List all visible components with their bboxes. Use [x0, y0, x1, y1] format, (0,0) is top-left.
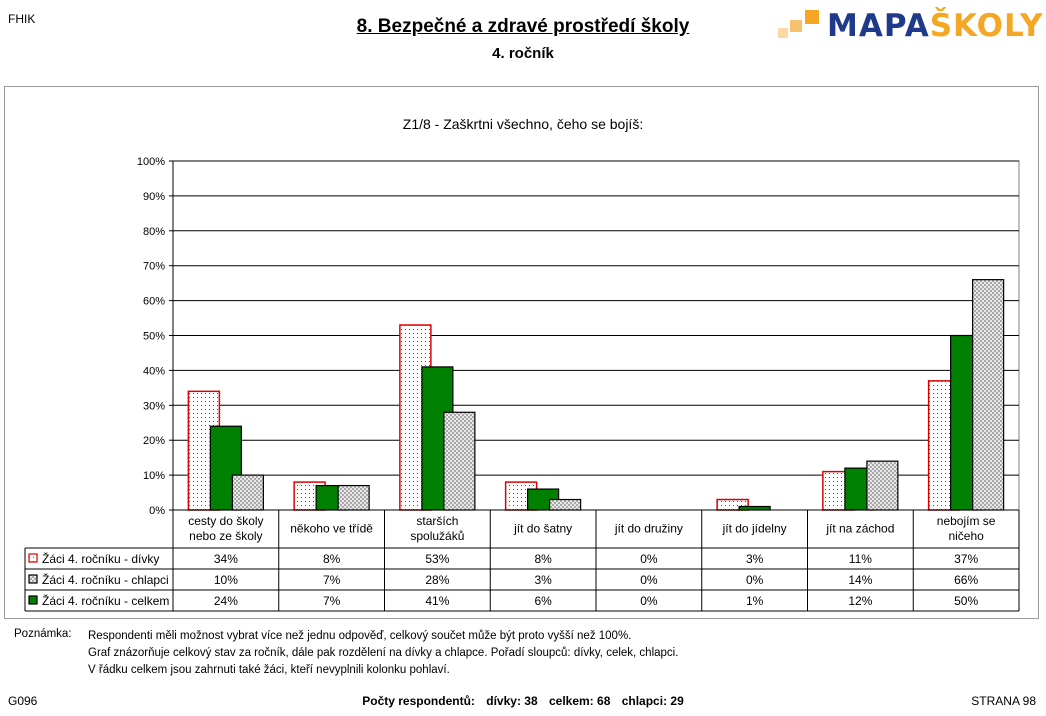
chart-title: Z1/8 - Zaškrtni všechno, čeho se bojíš:: [402, 116, 644, 132]
table-cell: 0%: [640, 552, 658, 566]
y-tick-label: 50%: [143, 331, 165, 343]
y-tick-label: 10%: [143, 470, 165, 482]
bar-checker: [337, 484, 370, 511]
page-number: STRANA 98: [971, 694, 1036, 708]
category-label: jít do šatny: [513, 522, 572, 536]
report-subtitle: 4. ročník: [492, 45, 554, 62]
bar-checker: [866, 460, 899, 511]
respondents-girls: dívky: 38: [486, 694, 538, 708]
bar-checker: [549, 498, 582, 511]
legend-label: Žáci 4. ročníku - celkem: [42, 593, 169, 608]
category-label-line: jít do družiny: [614, 522, 683, 536]
table-cell: 41%: [425, 594, 449, 608]
respondents-boys: chlapci: 29: [621, 694, 684, 708]
table-cell: 7%: [323, 594, 341, 608]
table-cell: 3%: [534, 573, 552, 587]
category-label-line: cesty do školy: [188, 514, 263, 528]
respondents-label: Počty respondentů:: [362, 694, 475, 708]
y-tick-label: 90%: [143, 191, 165, 203]
category-label: jít na záchod: [825, 522, 894, 536]
table-cell: 34%: [214, 552, 238, 566]
category-label: jít do družiny: [614, 522, 683, 536]
category-label: jít do jídelny: [722, 522, 787, 536]
logo-squares-icon: [778, 10, 819, 38]
category-label-line: nebo ze školy: [189, 529, 262, 543]
table-cell: 6%: [534, 594, 552, 608]
note-text: Respondenti měli možnost vybrat více než…: [88, 628, 678, 679]
table-cell: 53%: [425, 552, 449, 566]
category-label-line: někoho ve třídě: [290, 522, 373, 536]
legend-swatch: [28, 595, 38, 605]
category-label: starších spolužáků: [410, 514, 464, 543]
table-cell: 50%: [954, 594, 978, 608]
legend-swatch: [28, 574, 38, 584]
table-cell: 11%: [849, 552, 872, 566]
note-line-2: Graf znázorňuje celkový stav za ročník, …: [88, 647, 679, 659]
mapa-skoly-logo: MAPAŠKOLY: [775, 8, 1042, 44]
table-cell: 24%: [214, 594, 238, 608]
table-cell: 1%: [746, 594, 764, 608]
report-title: 8. Bezpečné a zdravé prostředí školy: [356, 16, 690, 37]
table-cell: 14%: [848, 573, 872, 587]
bar-checker: [443, 411, 476, 511]
table-cell: 0%: [640, 594, 658, 608]
note-line-1: Respondenti měli možnost vybrat více než…: [88, 630, 632, 642]
table-cell: 66%: [954, 573, 978, 587]
respondent-counts: Počty respondentů: dívky: 38 celkem: 68 …: [0, 694, 1046, 708]
school-code: FHIK: [8, 12, 36, 26]
chart-frame: [4, 86, 1039, 619]
note-line-3: V řádku celkem jsou zahrnuti také žáci, …: [88, 664, 450, 676]
y-tick-label: 70%: [143, 261, 165, 273]
y-tick-label: 40%: [143, 365, 165, 377]
y-tick-label: 0%: [149, 505, 165, 517]
category-label-line: nebojím se: [937, 514, 996, 528]
bar-checker: [231, 474, 264, 511]
logo-text-part2: ŠKOLY: [929, 8, 1044, 44]
legend-label: Žáci 4. ročníku - chlapci: [42, 572, 169, 587]
table-cell: 8%: [534, 552, 552, 566]
legend-swatch: [28, 553, 38, 563]
y-tick-label: 20%: [143, 435, 165, 447]
y-tick-label: 30%: [143, 400, 165, 412]
table-cell: 8%: [323, 552, 341, 566]
logo-text: MAPAŠKOLY: [827, 8, 1043, 44]
legend-label: Žáci 4. ročníku - dívky: [42, 551, 159, 566]
y-tick-label: 100%: [137, 156, 165, 168]
table-cell: 28%: [425, 573, 449, 587]
category-label-line: jít do jídelny: [722, 522, 787, 536]
table-cell: 3%: [746, 552, 764, 566]
category-label-line: ničeho: [948, 529, 984, 543]
respondents-total: celkem: 68: [548, 694, 611, 708]
table-cell: 0%: [640, 573, 658, 587]
y-tick-label: 80%: [143, 226, 165, 238]
category-label-line: jít do šatny: [513, 522, 572, 536]
category-label: nebojím se ničeho: [937, 514, 996, 543]
category-label: někoho ve třídě: [290, 522, 373, 536]
table-cell: 12%: [848, 594, 872, 608]
note-label: Poznámka:: [14, 628, 72, 640]
footer-code: G096: [8, 694, 38, 708]
table-cell: 7%: [323, 573, 341, 587]
bar-solid: [738, 505, 771, 511]
y-tick-label: 60%: [143, 296, 165, 308]
category-label-line: starších: [416, 514, 458, 528]
table-cell: 37%: [954, 552, 978, 566]
table-cell: 10%: [214, 573, 238, 587]
category-label-line: spolužáků: [410, 529, 464, 543]
bar-checker: [972, 279, 1005, 511]
logo-text-part1: MAPA: [827, 8, 930, 44]
category-label: cesty do školy nebo ze školy: [188, 514, 263, 543]
table-cell: 0%: [746, 573, 764, 587]
category-label-line: jít na záchod: [825, 522, 894, 536]
